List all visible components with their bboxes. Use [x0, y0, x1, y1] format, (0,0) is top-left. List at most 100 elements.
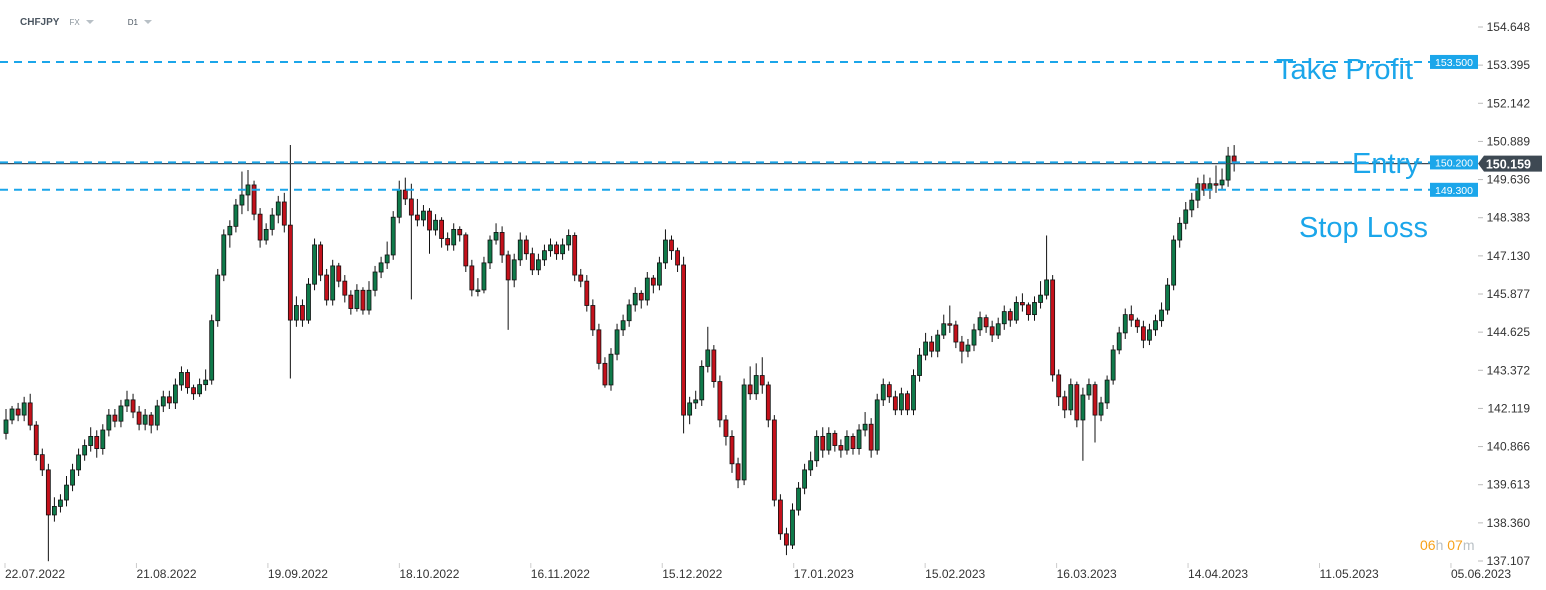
candle [657, 256, 662, 291]
candle-body [784, 533, 789, 546]
candle [765, 381, 771, 428]
candle-body [263, 228, 269, 241]
candle-body [729, 435, 735, 465]
candle-body [596, 329, 602, 364]
candle-body [584, 280, 590, 306]
candle [275, 195, 281, 224]
candle-body [693, 399, 699, 404]
candle-body [58, 499, 63, 507]
candle [106, 408, 112, 437]
candle [64, 475, 69, 507]
candle [1231, 145, 1237, 172]
symbol-selector[interactable]: CHFJPY [20, 16, 60, 28]
candle [148, 412, 154, 434]
candle-body [735, 463, 741, 481]
candle [681, 256, 686, 434]
candle [15, 402, 21, 422]
candle [306, 278, 311, 324]
candle-body [366, 289, 372, 311]
candle-body [21, 402, 27, 416]
x-tick-label: 15.02.2023 [925, 567, 985, 581]
candle [1116, 326, 1122, 355]
candle [705, 326, 711, 373]
candle-body [862, 423, 868, 431]
candle-body [88, 435, 94, 446]
candle [814, 430, 820, 467]
candle [179, 366, 184, 391]
candle-body [638, 292, 644, 301]
candle [868, 418, 874, 458]
candle-body [905, 393, 910, 411]
candle-body [747, 384, 753, 395]
candle [39, 448, 45, 476]
candle [578, 268, 584, 288]
x-tick-label: 18.10.2022 [399, 567, 459, 581]
candle [82, 439, 88, 461]
candle-body [959, 341, 965, 352]
y-tick-label: 153.395 [1487, 58, 1531, 72]
y-tick-label: 144.625 [1487, 325, 1531, 339]
candle-body [481, 262, 487, 291]
candle-body [100, 429, 106, 449]
candle [759, 357, 765, 394]
candle [995, 317, 1001, 339]
candle-body [215, 274, 221, 322]
candle [154, 399, 160, 431]
candle-body [287, 224, 293, 321]
candle [100, 424, 106, 455]
level-price-badge [1430, 54, 1478, 69]
candle-body [947, 323, 953, 326]
candle-body [354, 289, 360, 309]
candle [874, 393, 880, 455]
candle-body [644, 277, 650, 301]
candle [445, 232, 451, 251]
candle-body [657, 262, 662, 286]
candle [1020, 293, 1025, 312]
candle [947, 305, 953, 333]
y-tick-label: 154.648 [1487, 20, 1531, 34]
candle-body [566, 235, 572, 246]
candle [1098, 396, 1104, 422]
candle-body [790, 509, 795, 546]
candle-body [1177, 222, 1183, 241]
y-tick-label: 148.383 [1487, 211, 1531, 225]
candle [856, 424, 862, 455]
candle [886, 381, 892, 403]
candle [1171, 235, 1177, 291]
candle [52, 497, 57, 522]
candle-body [221, 234, 227, 276]
candle-body [626, 304, 632, 322]
timeframe-dropdown-icon[interactable] [143, 20, 152, 24]
candle [227, 220, 233, 248]
candle-body [1007, 311, 1013, 321]
candle-body [929, 341, 935, 352]
candle [650, 275, 656, 294]
candle [638, 290, 644, 309]
candle-body [796, 487, 801, 511]
candle-body [1128, 314, 1134, 321]
timer-hours: 06 [1420, 537, 1436, 553]
candle [983, 314, 989, 333]
y-tick-label: 143.372 [1487, 363, 1531, 377]
candle-body [820, 435, 826, 451]
candle-body [1147, 329, 1152, 341]
candle-body [3, 419, 9, 434]
candle [523, 235, 529, 260]
candle-body [590, 305, 596, 331]
candle [941, 314, 947, 339]
chart-header: CHFJPY FX D1 [20, 12, 152, 32]
candle [324, 268, 330, 306]
y-tick-label: 145.877 [1487, 287, 1531, 301]
candle [1225, 146, 1231, 187]
candle [390, 211, 396, 260]
candle-body [166, 396, 172, 404]
candle-body [1098, 402, 1104, 416]
candle [1086, 378, 1092, 400]
market-dropdown-icon[interactable] [85, 20, 94, 24]
candle [717, 375, 723, 428]
candle [566, 229, 572, 251]
timeframe-selector[interactable]: D1 [127, 17, 138, 27]
candle-body [517, 239, 523, 261]
candle-body [209, 320, 215, 381]
